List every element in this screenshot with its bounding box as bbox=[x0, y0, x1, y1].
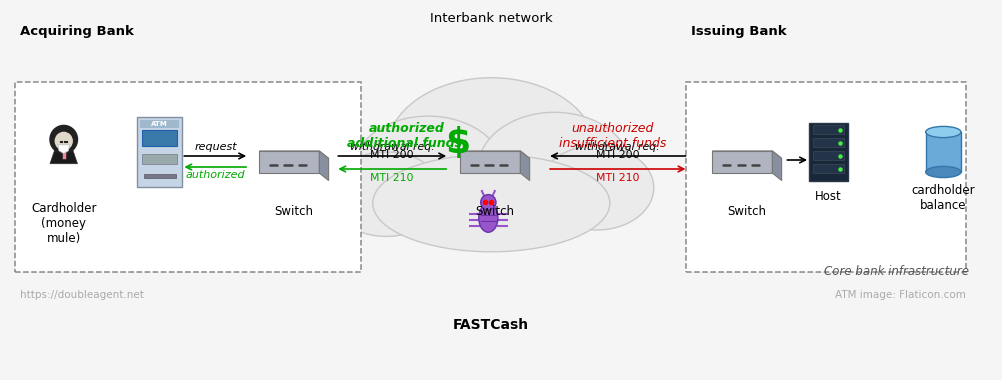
Text: Switch: Switch bbox=[476, 205, 515, 218]
Text: Core bank infrastructure: Core bank infrastructure bbox=[824, 265, 969, 278]
Bar bbox=[926, 132, 961, 172]
Text: Switch: Switch bbox=[275, 205, 314, 218]
Text: cardholder
balance: cardholder balance bbox=[912, 184, 975, 212]
Text: MTI 200: MTI 200 bbox=[371, 150, 414, 160]
Text: authorized: authorized bbox=[186, 170, 245, 180]
Text: MTI 210: MTI 210 bbox=[596, 173, 639, 183]
Polygon shape bbox=[460, 151, 520, 173]
Text: Cardholder
(money
mule): Cardholder (money mule) bbox=[31, 202, 96, 245]
Polygon shape bbox=[260, 151, 320, 173]
Text: unauthorized
insufficient funds: unauthorized insufficient funds bbox=[559, 122, 666, 150]
Text: withdrawal req.: withdrawal req. bbox=[350, 142, 435, 152]
Ellipse shape bbox=[926, 127, 961, 138]
Ellipse shape bbox=[479, 204, 498, 232]
Text: https://doubleagent.net: https://doubleagent.net bbox=[20, 290, 143, 300]
Polygon shape bbox=[50, 148, 77, 164]
Bar bbox=[813, 138, 845, 147]
Bar bbox=[813, 151, 845, 160]
Bar bbox=[813, 164, 845, 173]
Text: authorized
additional funds:: authorized additional funds: bbox=[347, 122, 467, 150]
Ellipse shape bbox=[926, 166, 961, 177]
Polygon shape bbox=[773, 151, 782, 180]
Polygon shape bbox=[58, 145, 69, 154]
Text: FASTCash: FASTCash bbox=[453, 318, 529, 332]
FancyBboxPatch shape bbox=[137, 117, 182, 187]
Text: Switch: Switch bbox=[727, 205, 767, 218]
FancyBboxPatch shape bbox=[809, 123, 849, 181]
Text: Interbank network: Interbank network bbox=[430, 12, 552, 25]
Text: $: $ bbox=[445, 126, 471, 160]
Polygon shape bbox=[460, 151, 530, 158]
Text: Host: Host bbox=[816, 190, 842, 203]
Circle shape bbox=[481, 195, 496, 210]
Polygon shape bbox=[520, 151, 530, 180]
Text: withdrawal req.: withdrawal req. bbox=[575, 142, 660, 152]
Text: Issuing Bank: Issuing Bank bbox=[691, 25, 787, 38]
Bar bbox=[144, 174, 175, 178]
Polygon shape bbox=[712, 151, 773, 173]
Text: request: request bbox=[194, 142, 237, 152]
Text: ATM image: Flaticon.com: ATM image: Flaticon.com bbox=[835, 290, 966, 300]
Text: MTI 200: MTI 200 bbox=[596, 150, 639, 160]
Polygon shape bbox=[260, 151, 329, 158]
Polygon shape bbox=[712, 151, 782, 158]
Circle shape bbox=[50, 125, 77, 154]
Bar bbox=[140, 120, 179, 128]
Text: Acquiring Bank: Acquiring Bank bbox=[20, 25, 133, 38]
Bar bbox=[142, 130, 177, 146]
Text: MTI 210: MTI 210 bbox=[371, 173, 414, 183]
FancyBboxPatch shape bbox=[686, 82, 966, 272]
Polygon shape bbox=[320, 151, 329, 180]
Text: ATM: ATM bbox=[151, 121, 168, 127]
Circle shape bbox=[55, 132, 72, 150]
FancyBboxPatch shape bbox=[15, 82, 361, 272]
Bar bbox=[142, 154, 177, 164]
Bar bbox=[813, 125, 845, 134]
